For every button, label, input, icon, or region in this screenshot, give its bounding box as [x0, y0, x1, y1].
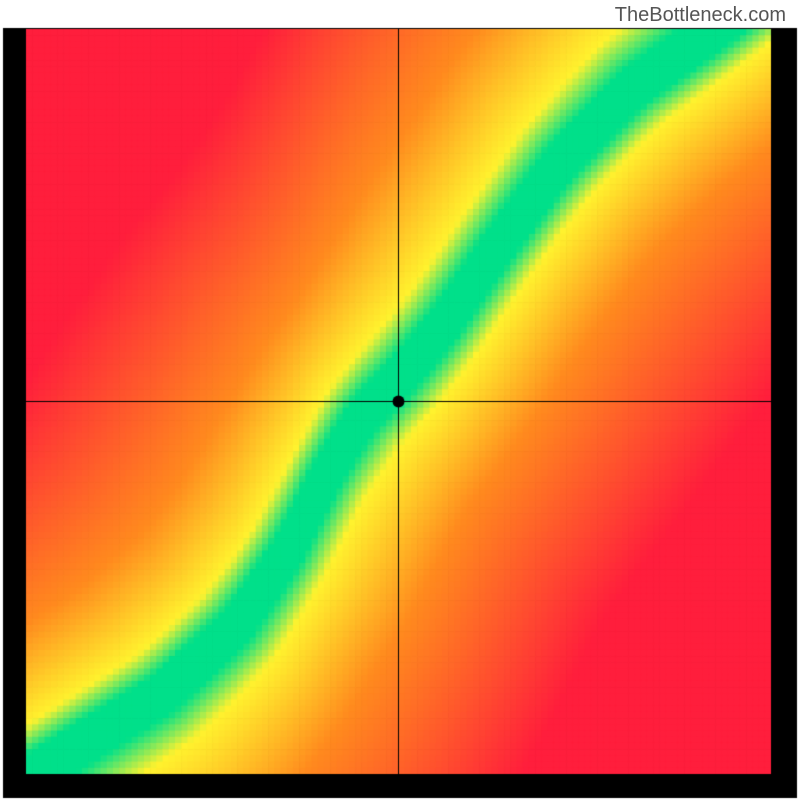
attribution-text: TheBottleneck.com: [615, 4, 786, 27]
chart-container: TheBottleneck.com: [0, 0, 800, 800]
bottleneck-heatmap-canvas: [0, 0, 800, 800]
